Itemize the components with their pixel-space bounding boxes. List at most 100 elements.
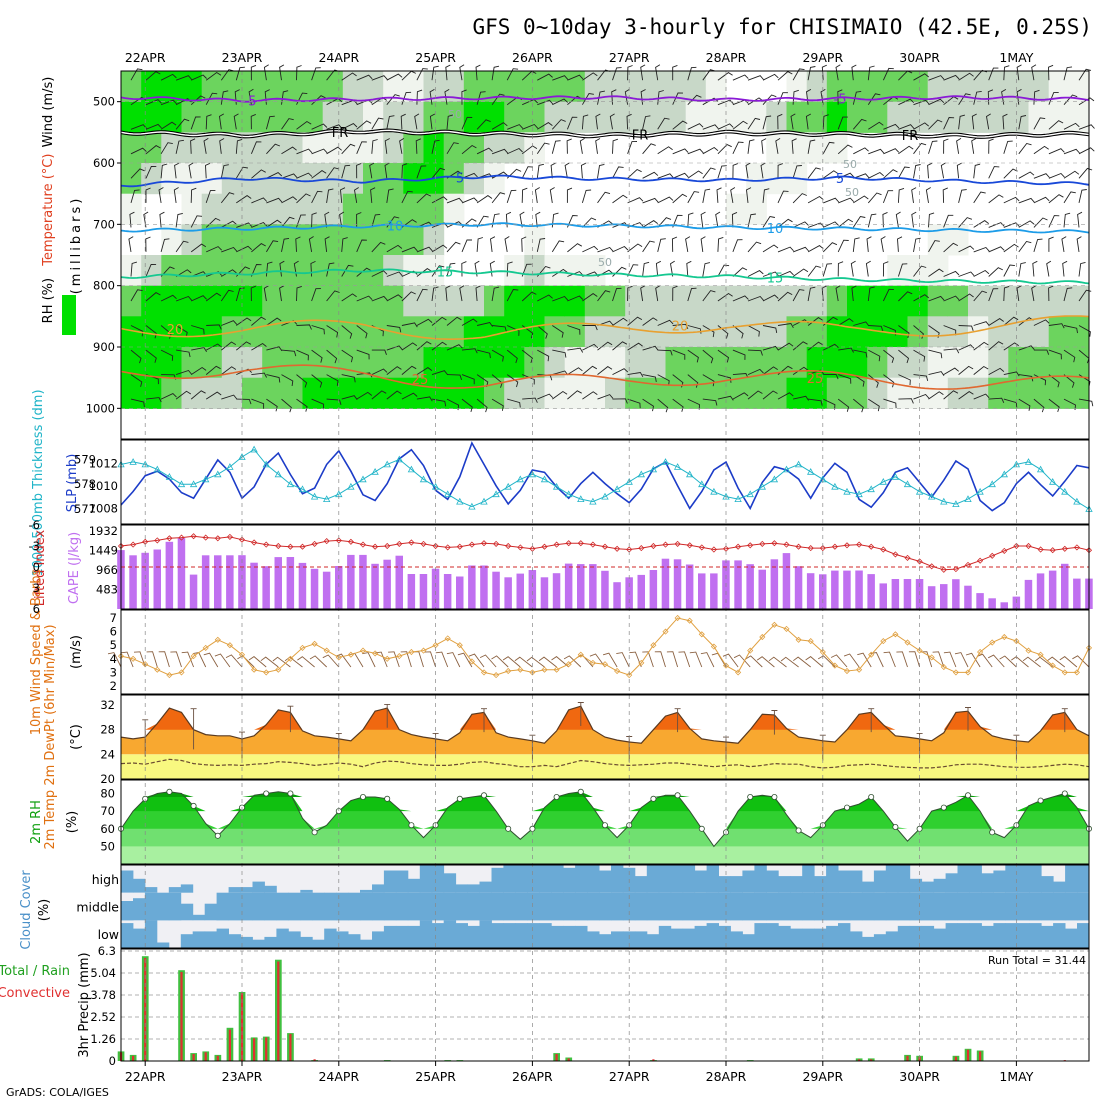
thickness-point <box>407 465 416 473</box>
rh-cell <box>121 71 142 103</box>
rh-cell <box>887 71 908 103</box>
wind-barb <box>850 260 856 277</box>
cloud-high-bar <box>993 870 1006 893</box>
wind-barb <box>822 114 829 130</box>
wind-barb <box>567 367 583 375</box>
wind-barb <box>988 67 999 81</box>
rh-cell <box>544 285 566 317</box>
rh2m-unit: (%) <box>65 811 80 834</box>
wind-barb <box>702 398 718 406</box>
wind-barb <box>191 74 207 81</box>
cloud-middle-bar <box>933 892 946 921</box>
rh-cell <box>161 377 182 409</box>
wind-barb <box>898 145 914 155</box>
wind-barb <box>793 395 809 401</box>
wind-barb <box>732 120 748 130</box>
rh-cell <box>806 316 828 348</box>
wind-barb <box>597 163 605 179</box>
wind-barb <box>1033 398 1045 413</box>
wind-barb <box>702 374 715 387</box>
wind-barb <box>582 343 599 351</box>
rh-cell <box>947 316 969 348</box>
wind-barb <box>491 65 500 81</box>
wind-barb <box>777 113 783 130</box>
wind-barb <box>340 187 346 203</box>
cape-bar <box>383 559 391 609</box>
wind-barb <box>401 322 418 328</box>
slp-ytick: 1008 <box>89 501 118 515</box>
wind-barb <box>868 374 879 388</box>
rh-cell <box>806 132 828 164</box>
rh-cell <box>383 101 404 133</box>
wind-barb <box>281 196 297 204</box>
wind-barb <box>504 236 510 252</box>
cape-bar <box>806 573 815 609</box>
cape-bar <box>794 566 803 609</box>
wind-barb <box>311 190 323 204</box>
wind-barb <box>461 348 478 354</box>
cloud-middle-bar <box>431 892 445 921</box>
cloud-middle-bar <box>443 892 457 921</box>
wind-barb <box>700 236 706 252</box>
wind-barb <box>973 163 981 179</box>
wind-barb <box>956 162 962 179</box>
wind-barb <box>326 290 340 302</box>
wind-barb <box>401 219 417 228</box>
upper-air-ytick: 800 <box>93 279 115 293</box>
wind-barb <box>251 316 266 326</box>
wind-barb <box>416 268 432 277</box>
wind-barb <box>446 221 463 228</box>
cloud-high-bar <box>180 884 194 893</box>
wind-barb <box>552 390 568 400</box>
rh-cell <box>1008 101 1029 133</box>
lifted-index-point <box>989 552 996 559</box>
cloud-high-bar <box>372 884 385 893</box>
rh-cell <box>484 163 505 195</box>
cloud-middle-bar <box>240 892 253 921</box>
rh-cell <box>907 71 929 103</box>
rh-cell <box>342 132 364 164</box>
wind-barb <box>534 187 540 203</box>
rh-cell <box>242 101 263 133</box>
thickness-point <box>444 490 452 498</box>
wind10m-point <box>856 666 863 673</box>
wind10m-point <box>420 647 427 654</box>
thickness-point <box>540 475 549 483</box>
cape-bar <box>177 538 186 609</box>
rh-cell <box>322 132 344 164</box>
cloud-label: Cloud Cover <box>19 870 34 950</box>
wind-barb <box>928 98 945 106</box>
rh-cell <box>826 316 848 348</box>
wind10m-point <box>432 642 439 649</box>
wind-barb <box>837 218 854 228</box>
temp2m-panel <box>120 702 1090 780</box>
wind-barb <box>642 345 659 351</box>
rh-cell <box>221 224 243 256</box>
wind10m-barb <box>435 651 449 668</box>
cloud-layer-label: low <box>98 927 119 942</box>
upper-air-ytick: 1000 <box>86 401 115 415</box>
wind-barb <box>731 211 738 228</box>
wind-barb <box>521 263 532 277</box>
wind-barb <box>597 366 613 375</box>
rh-cell <box>141 377 162 409</box>
wind-barb <box>672 172 689 179</box>
rh-cell <box>282 71 303 103</box>
precip-conv-bar <box>132 1055 135 1061</box>
wind-barb <box>1063 212 1071 228</box>
rh-cell <box>302 316 324 348</box>
wind-barb <box>205 114 212 130</box>
lifted-index-point <box>505 542 512 550</box>
wind10m-point <box>710 643 717 650</box>
cloud-high-bar <box>527 865 540 893</box>
rh-point <box>408 822 415 829</box>
cloud-high-bar <box>240 887 253 893</box>
temp-contour-5 <box>120 174 1090 188</box>
wind10m-barb <box>805 656 824 668</box>
rh-point <box>287 790 294 797</box>
rh-cell <box>181 224 203 256</box>
rh-cell <box>141 163 162 195</box>
cape-bar <box>201 555 210 609</box>
rh-cell <box>121 316 142 348</box>
thickness-point <box>226 463 234 470</box>
